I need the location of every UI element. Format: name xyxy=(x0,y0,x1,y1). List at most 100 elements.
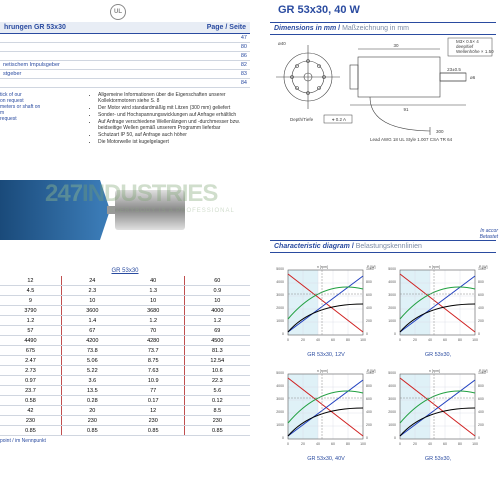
data-row: 1.21.41.21.2 xyxy=(0,316,250,326)
svg-text:0: 0 xyxy=(366,436,368,440)
data-row: 67573.873.781.3 xyxy=(0,346,250,356)
svg-text:0: 0 xyxy=(399,442,401,446)
svg-text:40: 40 xyxy=(428,338,432,342)
ref-row: 80 xyxy=(0,43,250,52)
data-cell: 40 xyxy=(123,276,184,286)
svg-text:60: 60 xyxy=(443,442,447,446)
data-cell: 3.6 xyxy=(61,376,122,386)
dimensions-header: Dimensions in mm / Maßzeichnung in mm xyxy=(270,22,496,35)
svg-text:20: 20 xyxy=(301,442,305,446)
svg-text:0: 0 xyxy=(282,332,284,336)
info-bullet-list: Allgemeine Informationen über die Eigens… xyxy=(90,92,250,146)
data-cell: 10.9 xyxy=(123,376,184,386)
watermark-num: 247 xyxy=(45,180,82,207)
svg-text:40: 40 xyxy=(316,338,320,342)
svg-text:0: 0 xyxy=(394,332,396,336)
accordance-note: In accor Betastet xyxy=(480,228,498,240)
ref-label: netischem Impulsgeber xyxy=(0,61,222,70)
svg-text:200: 200 xyxy=(366,319,372,323)
svg-text:2000: 2000 xyxy=(388,306,396,310)
data-row: 2.735.227.6310.6 xyxy=(0,366,250,376)
ref-label xyxy=(0,52,222,61)
data-cell: 0.17 xyxy=(123,396,184,406)
data-cell: 3600 xyxy=(61,306,122,316)
ref-label xyxy=(0,34,222,43)
dimensions-block: Dimensions in mm / Maßzeichnung in mm xyxy=(270,22,496,147)
svg-text:3000: 3000 xyxy=(276,293,284,297)
chart: 0001000202002000404003000606004000808005… xyxy=(384,366,492,466)
svg-text:200: 200 xyxy=(366,423,372,427)
svg-text:n [rpm]: n [rpm] xyxy=(317,265,328,269)
data-table: 122440604.52.31.30.991010103790360036804… xyxy=(0,276,250,436)
svg-text:800: 800 xyxy=(478,384,484,388)
left-column: hrungen GR 53x30 Page / Seite 478086neti… xyxy=(0,0,260,500)
info-bullet: Sonder- und Hochspannungswicklungen auf … xyxy=(98,112,250,118)
data-cell: 0.12 xyxy=(184,396,250,406)
svg-text:20: 20 xyxy=(413,338,417,342)
data-cell: 230 xyxy=(61,416,122,426)
svg-text:600: 600 xyxy=(366,293,372,297)
right-column: Dimensions in mm / Maßzeichnung in mm xyxy=(270,0,500,500)
data-cell: 230 xyxy=(184,416,250,426)
dim-length: 91 xyxy=(403,107,409,112)
svg-text:100: 100 xyxy=(472,338,478,342)
data-row: 4220128.5 xyxy=(0,406,250,416)
dim-bolt: ø40 xyxy=(278,41,286,46)
svg-text:P [W]: P [W] xyxy=(479,265,488,269)
svg-text:0: 0 xyxy=(282,436,284,440)
svg-text:5000: 5000 xyxy=(276,371,284,375)
data-cell: 10 xyxy=(61,296,122,306)
char-header-en: Characteristic diagram xyxy=(274,243,350,250)
data-cell: 2.47 xyxy=(0,356,61,366)
data-cell: 1.2 xyxy=(0,316,61,326)
data-cell: 0.28 xyxy=(61,396,122,406)
chart-title: GR 53x30, 12V xyxy=(272,352,380,358)
data-cell: 10.6 xyxy=(184,366,250,376)
data-footnote: point / im Nennpunkt xyxy=(0,438,250,444)
ref-row: 84 xyxy=(0,79,250,88)
svg-text:400: 400 xyxy=(478,410,484,414)
data-row: 0.580.280.170.12 xyxy=(0,396,250,406)
ref-label: stgeber xyxy=(0,70,222,79)
svg-text:600: 600 xyxy=(478,397,484,401)
svg-text:5000: 5000 xyxy=(276,267,284,271)
svg-text:2000: 2000 xyxy=(388,410,396,414)
data-row: 0.850.850.850.85 xyxy=(0,426,250,436)
data-cell: 230 xyxy=(0,416,61,426)
data-cell: 2.3 xyxy=(61,286,122,296)
svg-text:2000: 2000 xyxy=(276,410,284,414)
data-cell: 4000 xyxy=(184,306,250,316)
data-cell: 5.06 xyxy=(61,356,122,366)
data-cell: 2.73 xyxy=(0,366,61,376)
data-cell: 69 xyxy=(184,326,250,336)
ref-label xyxy=(0,79,222,88)
ref-page: 47 xyxy=(222,34,250,43)
data-row: 3790360036804000 xyxy=(0,306,250,316)
data-cell: 675 xyxy=(0,346,61,356)
svg-text:P [W]: P [W] xyxy=(367,265,376,269)
data-row: 0.973.610.922.3 xyxy=(0,376,250,386)
svg-text:n [rpm]: n [rpm] xyxy=(317,369,328,373)
info-bullet: Die Motorwelle ist kugelgelagert xyxy=(98,139,250,145)
data-cell: 1.2 xyxy=(123,316,184,326)
svg-text:80: 80 xyxy=(346,442,350,446)
data-cell: 0.97 xyxy=(0,376,61,386)
data-cell: 9 xyxy=(0,296,61,306)
ref-row: stgeber83 xyxy=(0,70,250,79)
chart-title: GR 53x30, xyxy=(384,352,492,358)
svg-text:60: 60 xyxy=(331,442,335,446)
dimensions-header-en: Dimensions in mm xyxy=(274,25,336,32)
dim-lead: Lead AWG 18 UL Style 1.007 CSA TR 64 xyxy=(370,137,453,142)
data-cell: 24 xyxy=(61,276,122,286)
svg-text:1000: 1000 xyxy=(388,319,396,323)
dimensions-drawing: 30 91 23±0.5 ø6 ø40 Lead AWG 18 UL Style… xyxy=(270,35,496,147)
data-cell: 0.85 xyxy=(184,426,250,436)
data-cell: 7.63 xyxy=(123,366,184,376)
data-cell: 1.2 xyxy=(184,316,250,326)
data-row: 230230230230 xyxy=(0,416,250,426)
data-row: 4490420042804500 xyxy=(0,336,250,346)
data-cell: 1.4 xyxy=(61,316,122,326)
svg-text:400: 400 xyxy=(366,306,372,310)
svg-text:3000: 3000 xyxy=(388,293,396,297)
dim-tol: ⌖ 0.2 A xyxy=(332,117,346,122)
